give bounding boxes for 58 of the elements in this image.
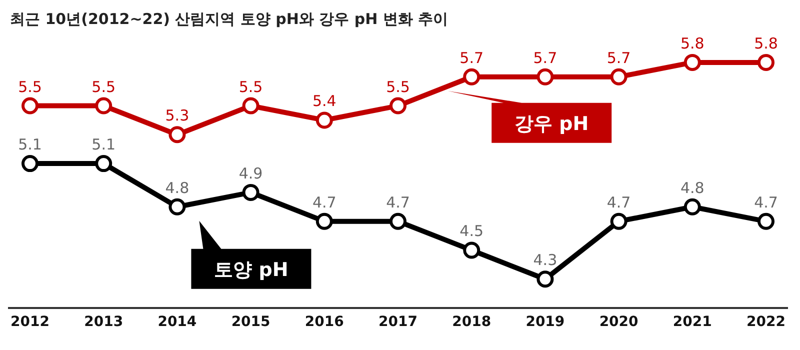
data-label: 5.4 xyxy=(312,92,336,110)
point xyxy=(390,97,406,114)
x-tick-label: 2018 xyxy=(452,314,492,330)
x-tick-label: 2020 xyxy=(599,314,639,330)
point xyxy=(758,54,774,71)
point xyxy=(22,97,38,114)
point xyxy=(463,68,480,86)
x-tick-label: 2015 xyxy=(231,314,270,330)
data-label: 4.9 xyxy=(238,164,263,182)
x-tick-label: 2013 xyxy=(84,314,124,330)
point xyxy=(242,184,260,201)
chart-title: 최근 10년(2012~22) 산림지역 토양 pH와 강우 pH 변화 추이 xyxy=(10,10,448,29)
x-tick-label: 2017 xyxy=(378,314,418,330)
point xyxy=(95,97,112,114)
point xyxy=(536,270,554,288)
data-label: 5.5 xyxy=(18,78,42,96)
series-label: 강우 pH xyxy=(514,112,589,135)
point xyxy=(463,242,480,259)
point xyxy=(316,212,333,230)
data-label: 5.7 xyxy=(533,48,558,67)
data-label: 5.5 xyxy=(238,78,263,96)
data-label: 5.5 xyxy=(92,78,116,96)
data-label: 5.3 xyxy=(165,106,190,125)
x-tick-label: 2012 xyxy=(10,314,50,330)
point xyxy=(390,212,406,230)
point xyxy=(684,198,701,216)
data-label: 4.3 xyxy=(533,251,558,270)
point xyxy=(758,212,774,230)
data-label: 5.7 xyxy=(460,48,484,67)
data-label: 4.7 xyxy=(754,193,778,212)
data-label: 5.1 xyxy=(18,136,42,154)
x-tick-label: 2019 xyxy=(526,314,565,330)
data-label: 4.7 xyxy=(606,193,631,212)
data-label: 4.7 xyxy=(312,193,336,212)
point xyxy=(168,126,186,144)
point xyxy=(536,68,554,86)
point xyxy=(95,155,112,172)
x-tick-label: 2022 xyxy=(746,314,786,330)
point xyxy=(610,212,628,230)
point xyxy=(242,97,260,114)
data-label: 5.1 xyxy=(92,136,116,154)
data-label: 5.8 xyxy=(680,34,704,52)
data-label: 4.5 xyxy=(460,222,484,240)
text: 토양 pH xyxy=(214,258,288,281)
data-label: 5.7 xyxy=(606,48,631,67)
data-label: 5.5 xyxy=(386,78,410,96)
point xyxy=(22,155,38,172)
x-tick-label: 2014 xyxy=(158,314,197,330)
point xyxy=(684,54,701,71)
data-label: 4.7 xyxy=(386,193,410,212)
x-tick-label: 2021 xyxy=(672,314,712,330)
data-label: 4.8 xyxy=(165,178,190,197)
data-label: 5.8 xyxy=(754,34,778,52)
x-tick-label: 2016 xyxy=(304,314,344,330)
data-label: 4.8 xyxy=(680,178,704,197)
point xyxy=(316,112,333,129)
point xyxy=(610,68,628,86)
point xyxy=(168,198,186,216)
